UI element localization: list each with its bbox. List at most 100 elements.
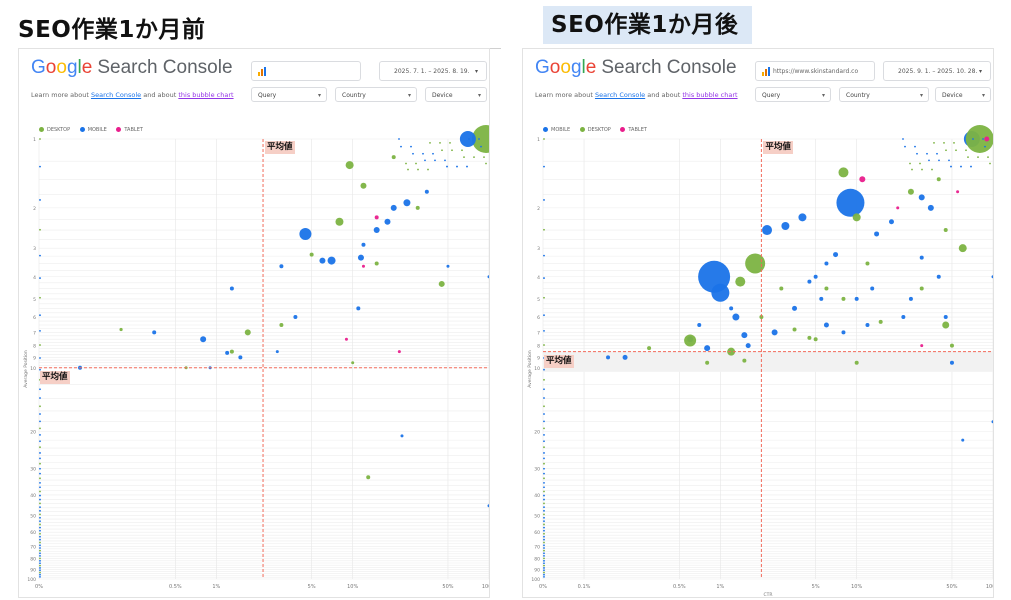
top-dot [982, 138, 984, 140]
edge-dot [543, 344, 545, 346]
edge-dot [39, 490, 41, 493]
filter-query[interactable]: Query ▾ [755, 87, 831, 102]
logo-letter: l [581, 57, 586, 78]
property-selector[interactable] [251, 61, 361, 81]
edge-dot [543, 547, 545, 549]
edge-dot [543, 549, 545, 552]
bubble-mobile [622, 354, 628, 360]
edge-dot [543, 446, 545, 449]
edge-dot [39, 228, 41, 231]
edge-dot [543, 559, 545, 562]
top-dot [916, 152, 918, 155]
bubble-desktop [366, 475, 371, 480]
bubble-desktop [907, 188, 914, 195]
bubble-mobile [823, 322, 829, 328]
edge-dot [543, 569, 545, 572]
top-dot [921, 168, 923, 171]
search-console-link[interactable]: Search Console [90, 91, 142, 99]
bubble-desktop [936, 177, 941, 182]
top-dot [417, 168, 419, 171]
y-tick-label: 9 [537, 355, 540, 361]
bubble-chart-link[interactable]: this bubble chart [178, 91, 234, 99]
bubble-desktop [943, 228, 948, 233]
edge-dot [543, 573, 545, 576]
top-dot [449, 141, 451, 144]
date-range-selector[interactable]: 2025. 9. 1. – 2025. 10. 28. ▾ [883, 61, 991, 81]
top-dot [412, 152, 414, 155]
filter-query[interactable]: Query ▾ [251, 87, 327, 102]
edge-dot [39, 462, 41, 465]
bubble-mobile [459, 131, 476, 147]
edge-dot [543, 516, 545, 519]
y-tick-label: 9 [33, 355, 36, 361]
y-tick-label: 6 [33, 315, 36, 321]
edge-dot [543, 434, 545, 436]
edge-dot [39, 138, 41, 140]
filter-country[interactable]: Country ▾ [335, 87, 417, 102]
bubble-desktop [438, 280, 445, 287]
edge-dot [39, 467, 41, 470]
top-dot [911, 168, 913, 171]
bubble-desktop [824, 286, 829, 291]
bubble-mobile [927, 204, 934, 211]
edge-dot [543, 138, 545, 140]
bubble-mobile [373, 227, 380, 234]
edge-dot [39, 481, 41, 484]
date-range-selector[interactable]: 2025. 7. 1. – 2025. 8. 19. ▾ [379, 61, 487, 81]
y-tick-label: 50 [534, 513, 540, 519]
edge-dot [543, 535, 545, 538]
top-dot [429, 141, 431, 144]
x-tick-label: 100% [986, 584, 993, 590]
bubble-desktop [391, 155, 396, 160]
edge-dot [39, 314, 41, 317]
edge-dot [39, 552, 41, 555]
legend-label: TABLET [124, 127, 143, 133]
y-tick-label: 80 [30, 557, 36, 563]
edge-dot [543, 368, 545, 371]
y-tick-label: 90 [534, 567, 540, 573]
top-dot [945, 149, 947, 152]
bubble-tablet [344, 337, 348, 341]
edge-dot [39, 509, 41, 512]
bubble-tablet [956, 190, 960, 194]
bubble-desktop [841, 296, 846, 301]
bubble-desktop [807, 335, 812, 340]
bubble-chart-link[interactable]: this bubble chart [682, 91, 738, 99]
y-tick-label: 7 [33, 330, 36, 336]
edge-dot [39, 388, 41, 391]
bubble-mobile [888, 219, 894, 225]
x-tick-label: 5% [308, 584, 316, 590]
edge-dot [39, 547, 41, 549]
bubble-mobile [813, 274, 818, 279]
top-dot [931, 168, 933, 171]
edge-dot [543, 486, 545, 489]
y-tick-label: 7 [537, 330, 540, 336]
search-console-link[interactable]: Search Console [594, 91, 646, 99]
edge-dot [39, 420, 41, 423]
edge-dot [39, 526, 41, 529]
y-tick-label: 5 [33, 297, 36, 303]
filter-country[interactable]: Country ▾ [839, 87, 929, 102]
top-dot [953, 141, 955, 144]
edge-dot [39, 452, 41, 454]
filter-device[interactable]: Device ▾ [935, 87, 991, 102]
edge-dot [39, 494, 41, 497]
edge-dot [39, 434, 41, 436]
bubble-mobile [711, 283, 730, 302]
top-dot [928, 159, 930, 162]
top-dot [463, 156, 465, 159]
filter-device[interactable]: Device ▾ [425, 87, 487, 102]
bubble-mobile [403, 199, 411, 207]
y-tick-label: 60 [534, 530, 540, 536]
x-tick-label: 10% [347, 584, 358, 590]
property-selector[interactable]: https://www.skinstandard.co [755, 61, 875, 81]
analytics-icon [762, 67, 770, 76]
edge-dot [39, 529, 41, 532]
bubble-desktop [351, 361, 355, 365]
bubble-desktop [854, 360, 859, 365]
edge-dot [543, 413, 545, 415]
top-dot [407, 168, 409, 171]
google-search-console-logo: Google Search Console [535, 57, 737, 79]
logo-letter: g [66, 57, 78, 78]
edge-dot [39, 199, 41, 201]
